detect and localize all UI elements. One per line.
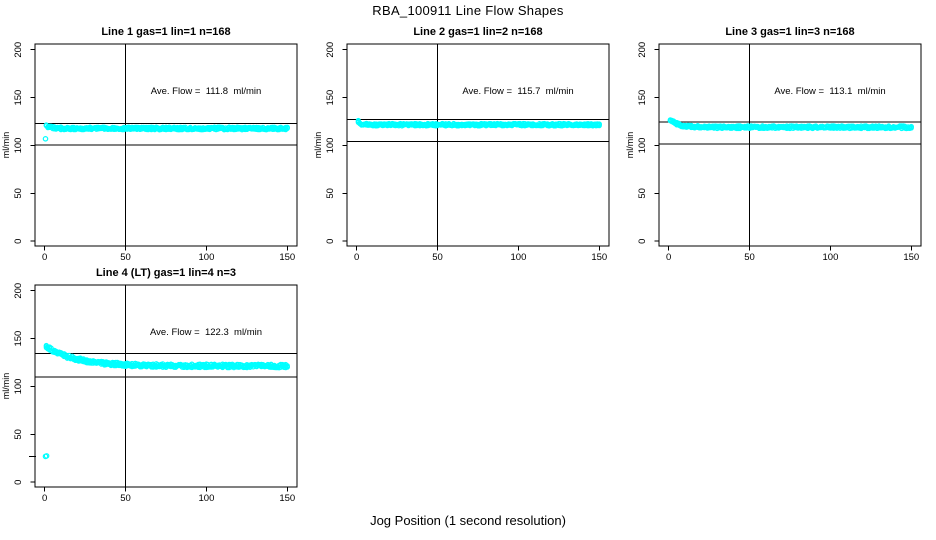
plot-frame — [658, 43, 922, 247]
data-points — [42, 122, 290, 142]
x-axis-label: Jog Position (1 second resolution) — [370, 513, 566, 528]
plot-frame — [34, 284, 298, 488]
x-tick-label: 100 — [511, 252, 527, 263]
y-axis-title: ml/min — [1, 373, 11, 400]
y-axis: 0 50 100 150 200 — [13, 42, 35, 244]
plot-area: 0 50 100 150 0 50 100 150 200 ml/min — [1, 283, 298, 504]
y-tick-label: 100 — [13, 138, 24, 154]
avg-flow-annotation: Ave. Flow = 115.7 ml/min — [462, 86, 574, 97]
flow-outlier-point — [43, 453, 50, 459]
y-tick-label: 50 — [325, 188, 336, 199]
y-axis-title: ml/min — [313, 132, 323, 159]
subplot-line3: Line 3 gas=1 lin=3 n=168 Ave. Flow = 113… — [624, 20, 936, 266]
flow-point — [284, 364, 290, 370]
plot-area: 0 50 100 150 0 50 100 150 200 ml/min — [313, 42, 610, 263]
y-axis: 0 50 100 150 200 — [325, 42, 347, 244]
y-tick-label: 50 — [13, 188, 24, 199]
data-points — [355, 117, 602, 129]
y-tick-label: 0 — [13, 480, 24, 485]
y-axis: 0 50 100 150 200 — [13, 283, 35, 485]
x-tick-label: 50 — [744, 252, 755, 263]
subplot-title: Line 2 gas=1 lin=2 n=168 — [413, 26, 543, 38]
y-tick-label: 200 — [637, 42, 648, 58]
x-tick-label: 0 — [354, 252, 359, 263]
plot-area: 0 50 100 150 0 50 100 150 200 ml/min — [625, 42, 922, 263]
flow-point — [908, 123, 914, 130]
x-tick-label: 50 — [432, 252, 443, 263]
reference-lines — [29, 285, 297, 487]
x-axis: 0 50 100 150 — [42, 487, 295, 504]
x-tick-label: 150 — [279, 493, 295, 504]
reference-lines — [35, 44, 297, 246]
y-tick-label: 150 — [637, 90, 648, 106]
x-tick-label: 100 — [199, 252, 215, 263]
avg-flow-annotation: Ave. Flow = 113.1 ml/min — [774, 86, 886, 97]
y-tick-label: 200 — [13, 283, 24, 299]
x-tick-label: 50 — [120, 252, 131, 263]
y-tick-label: 100 — [325, 138, 336, 154]
y-axis: 0 50 100 150 200 — [637, 42, 659, 244]
y-tick-label: 100 — [13, 379, 24, 395]
x-tick-label: 0 — [42, 252, 47, 263]
x-tick-label: 150 — [903, 252, 919, 263]
plot-frame — [346, 43, 610, 247]
y-tick-label: 200 — [13, 42, 24, 58]
data-points — [42, 342, 290, 460]
y-tick-label: 150 — [325, 90, 336, 106]
y-tick-label: 50 — [637, 188, 648, 199]
avg-flow-annotation: Ave. Flow = 111.8 ml/min — [150, 86, 262, 97]
subplot-line2: Line 2 gas=1 lin=2 n=168 Ave. Flow = 115… — [312, 20, 624, 266]
y-tick-label: 100 — [637, 138, 648, 154]
y-axis-title: ml/min — [1, 132, 11, 159]
subplot-line4: Line 4 (LT) gas=1 lin=4 n=3 Ave. Flow = … — [0, 261, 312, 507]
figure-title: RBA_100911 Line Flow Shapes — [372, 3, 564, 18]
subplot-line1: Line 1 gas=1 lin=1 n=168 Ave. Flow = 111… — [0, 20, 312, 266]
reference-lines — [659, 44, 921, 246]
avg-flow-annotation: Ave. Flow = 122.3 ml/min — [149, 327, 263, 338]
subplot-title: Line 3 gas=1 lin=3 n=168 — [725, 26, 855, 38]
x-axis: 0 50 100 150 — [666, 246, 919, 263]
y-tick-label: 0 — [637, 239, 648, 244]
x-tick-label: 100 — [199, 493, 215, 504]
y-tick-label: 200 — [325, 42, 336, 58]
y-tick-label: 50 — [13, 429, 24, 440]
x-tick-label: 0 — [42, 493, 47, 504]
x-tick-label: 150 — [279, 252, 295, 263]
y-tick-label: 150 — [13, 331, 24, 347]
y-tick-label: 0 — [325, 239, 336, 244]
y-tick-label: 0 — [13, 239, 24, 244]
x-axis: 0 50 100 150 — [42, 246, 295, 263]
flow-point — [284, 125, 290, 132]
data-points — [667, 117, 914, 132]
subplot-title: Line 4 (LT) gas=1 lin=4 n=3 — [95, 267, 237, 279]
x-tick-label: 100 — [823, 252, 839, 263]
subplot-title: Line 1 gas=1 lin=1 n=168 — [101, 26, 231, 38]
x-tick-label: 50 — [120, 493, 131, 504]
flow-outlier-point — [42, 136, 49, 142]
x-tick-label: 150 — [591, 252, 607, 263]
y-axis-title: ml/min — [625, 132, 635, 159]
reference-lines — [347, 44, 609, 246]
x-axis: 0 50 100 150 — [354, 246, 607, 263]
plot-area: 0 50 100 150 0 50 100 150 200 ml/min — [1, 42, 298, 263]
x-tick-label: 0 — [666, 252, 671, 263]
flow-point — [596, 122, 602, 129]
y-tick-label: 150 — [13, 90, 24, 106]
